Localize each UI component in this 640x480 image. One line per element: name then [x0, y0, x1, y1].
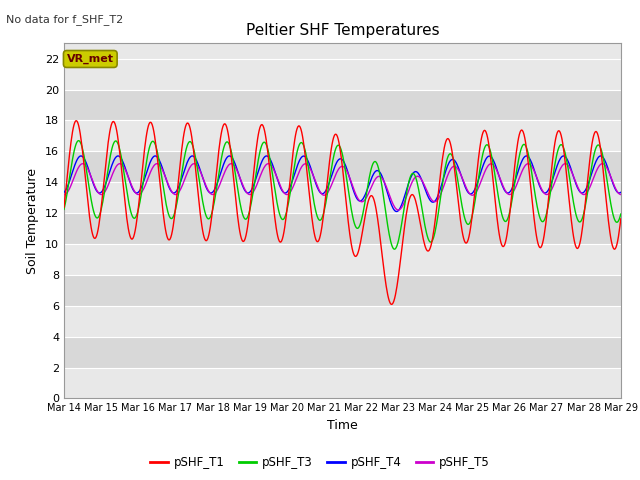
- Y-axis label: Soil Temperature: Soil Temperature: [26, 168, 39, 274]
- Legend: pSHF_T1, pSHF_T3, pSHF_T4, pSHF_T5: pSHF_T1, pSHF_T3, pSHF_T4, pSHF_T5: [145, 452, 495, 474]
- Bar: [64, 368, 621, 398]
- Bar: [64, 59, 621, 90]
- Bar: [64, 275, 621, 306]
- Bar: [64, 306, 621, 336]
- Title: Peltier SHF Temperatures: Peltier SHF Temperatures: [246, 23, 439, 38]
- Text: VR_met: VR_met: [67, 54, 114, 64]
- X-axis label: Time: Time: [327, 419, 358, 432]
- Bar: [64, 120, 621, 151]
- Bar: [64, 213, 621, 244]
- Bar: [64, 151, 621, 182]
- Bar: [64, 182, 621, 213]
- Bar: [64, 90, 621, 120]
- Text: No data for f_SHF_T2: No data for f_SHF_T2: [6, 14, 124, 25]
- Bar: [64, 244, 621, 275]
- Bar: [64, 336, 621, 368]
